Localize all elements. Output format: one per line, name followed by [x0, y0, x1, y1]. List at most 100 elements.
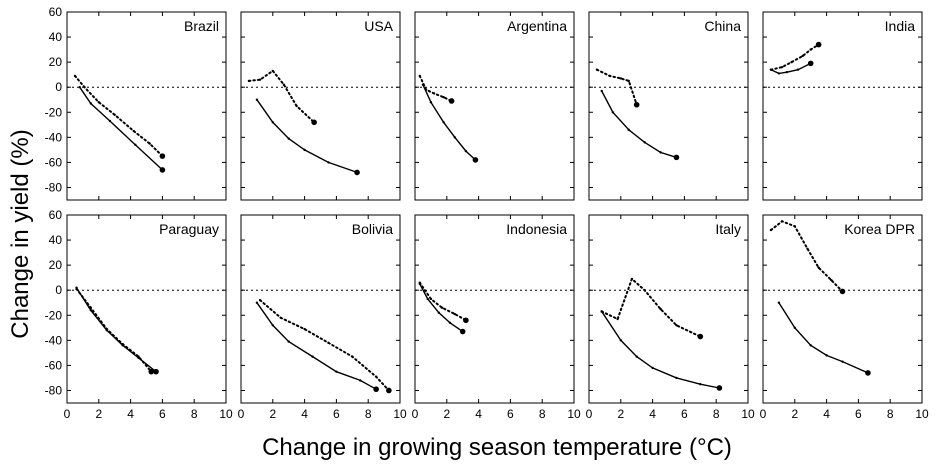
y-tick-label: 20	[49, 258, 63, 272]
series-point	[769, 68, 773, 71]
series-end-point	[159, 153, 166, 159]
x-tick-label: 2	[443, 407, 450, 421]
series-point	[418, 281, 421, 284]
series-point	[121, 342, 124, 346]
x-tick-label: 4	[649, 407, 656, 421]
series-point	[651, 366, 654, 370]
y-tick-label: 60	[49, 208, 63, 222]
series-point	[424, 88, 428, 91]
series-point	[89, 306, 93, 309]
series-point	[255, 98, 259, 101]
series-end-point	[839, 288, 846, 295]
series-point	[282, 83, 286, 86]
series-point	[429, 297, 433, 301]
series-point	[675, 324, 678, 327]
series-point	[830, 278, 833, 282]
series-point	[255, 301, 259, 304]
y-tick-label: -20	[45, 308, 63, 322]
panel-title: Korea DPR	[844, 221, 915, 237]
x-tick-label: 2	[269, 407, 276, 421]
series-point	[643, 141, 646, 144]
panel-frame	[588, 214, 749, 404]
series-end-point	[159, 167, 166, 173]
series-end-point	[673, 154, 680, 161]
series-point	[418, 74, 421, 78]
x-tick-label: 2	[791, 407, 798, 421]
series-point	[440, 306, 444, 309]
series-point	[806, 247, 809, 251]
series-point	[616, 317, 619, 321]
series-point	[675, 376, 678, 380]
panel-title: India	[885, 18, 916, 34]
x-tick-label: 0	[64, 407, 71, 421]
series-point	[303, 148, 306, 152]
series-end-point	[448, 98, 455, 104]
series-point	[426, 297, 429, 301]
series-end-point	[148, 368, 155, 375]
series-point	[796, 68, 800, 71]
series-line-dotted	[596, 68, 638, 106]
y-tick-label: -80	[45, 180, 63, 194]
panel-title: Indonesia	[506, 221, 567, 237]
series-point	[453, 312, 456, 316]
series-point	[78, 86, 81, 89]
y-tick-label: 40	[49, 30, 63, 44]
x-tick-label: 0	[586, 407, 593, 421]
panel-india: India	[762, 11, 923, 201]
series-end-point	[807, 60, 814, 67]
series-end-point	[373, 386, 379, 393]
series-point	[841, 360, 844, 363]
y-tick-label: 60	[49, 5, 63, 19]
x-tick-label: 0	[412, 407, 419, 421]
series-end-point	[386, 387, 392, 394]
series-point	[287, 340, 290, 343]
x-tick-label: 0	[760, 407, 767, 421]
series-point	[134, 143, 137, 147]
y-tick-label: 0	[55, 80, 62, 94]
series-point	[801, 54, 804, 58]
x-tick-label: 10	[393, 407, 407, 421]
series-end-point	[463, 317, 469, 324]
series-point	[809, 48, 812, 51]
series-line-solid	[79, 86, 164, 171]
panel-brazil: 60 40 20 0 -20 -40 -60 -80 Brazil	[45, 5, 227, 201]
panel-bolivia: 0 2 4 6 8 10 Bolivia	[238, 214, 407, 421]
panel-indonesia: 0 2 4 6 8 10 Indonesia	[412, 214, 581, 421]
y-tick-label: 0	[55, 283, 62, 297]
x-tick-label: 10	[741, 407, 755, 421]
series-point	[303, 327, 306, 331]
series-point	[780, 65, 784, 69]
y-tick-label: -60	[45, 155, 63, 169]
x-tick-label: 4	[475, 407, 482, 421]
series-line-solid	[256, 302, 377, 390]
series-point	[432, 92, 436, 95]
series-end-point	[354, 169, 360, 176]
series-point	[271, 69, 274, 73]
series-line-dotted	[247, 69, 316, 124]
series-point	[132, 129, 135, 133]
x-tick-label: 8	[191, 407, 198, 421]
x-tick-label: 10	[915, 407, 929, 421]
series-line-solid	[601, 310, 721, 389]
series-point	[817, 266, 820, 269]
series-end-point	[633, 101, 640, 108]
series-end-point	[697, 333, 704, 340]
x-tick-label: 2	[95, 407, 102, 421]
y-tick-label: -40	[45, 130, 63, 144]
series-point	[271, 324, 274, 327]
series-point	[793, 225, 796, 228]
series-point	[595, 68, 599, 71]
series-point	[148, 142, 151, 145]
y-tick-label: 40	[49, 233, 63, 247]
y-tick-label: -80	[45, 383, 63, 397]
series-point	[464, 149, 468, 153]
series-end-point	[815, 41, 822, 48]
x-tick-label: 8	[365, 407, 372, 421]
series-point	[600, 89, 603, 93]
panel-frame	[240, 11, 401, 201]
series-point	[627, 79, 630, 83]
series-point	[630, 277, 634, 281]
series-point	[825, 354, 828, 357]
series-line-solid	[75, 287, 157, 373]
